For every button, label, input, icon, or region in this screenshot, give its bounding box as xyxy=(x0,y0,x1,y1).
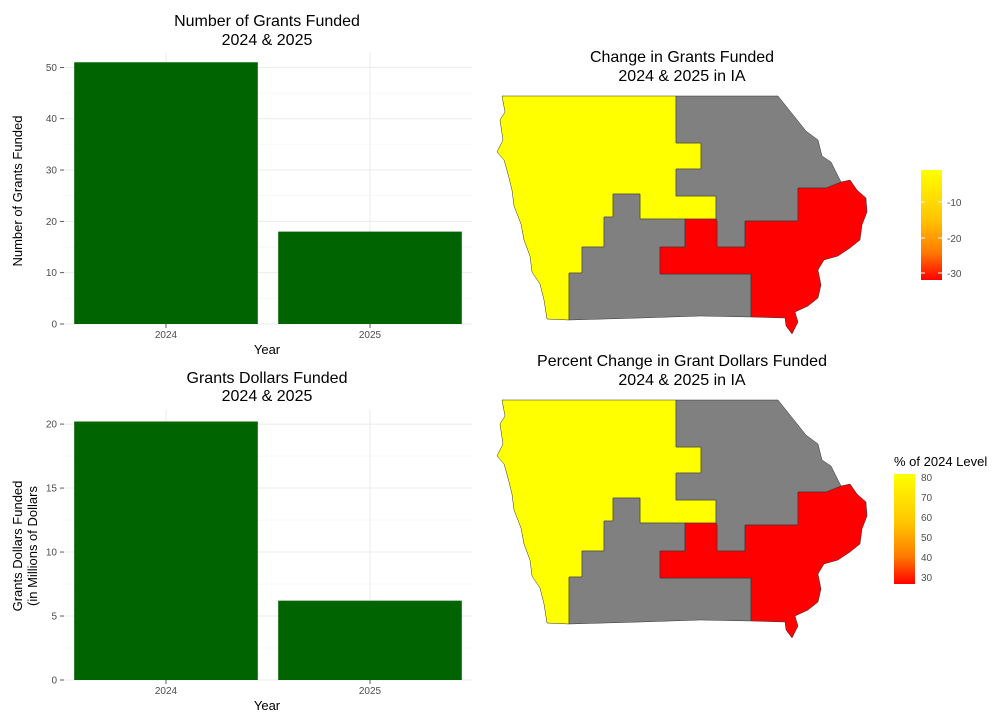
x-tick-label: 2025 xyxy=(359,330,382,341)
x-tick-label: 2024 xyxy=(155,330,178,341)
map-title-line1: Percent Change in Grant Dollars Funded xyxy=(537,353,827,370)
y-tick-label: 15 xyxy=(46,484,58,495)
chart-title-line2: 2024 & 2025 xyxy=(222,32,313,49)
legend-colorbar xyxy=(921,170,942,280)
y-tick-label: 50 xyxy=(46,63,58,74)
y-axis-title: Number of Grants Funded xyxy=(10,115,25,266)
x-tick-label: 2024 xyxy=(155,686,178,697)
chart-title-line1: Grants Dollars Funded xyxy=(187,370,348,387)
y-tick-label: 0 xyxy=(51,320,57,331)
iowa-map xyxy=(496,95,868,335)
y-tick-label: 0 xyxy=(51,676,57,687)
y-tick-label: 40 xyxy=(46,114,58,125)
legend-tick: 40 xyxy=(921,553,933,564)
bar-2024 xyxy=(74,62,258,324)
legend-colorbar xyxy=(894,474,915,584)
iowa-map xyxy=(496,399,868,639)
change-grants-map: Change in Grants Funded 2024 & 2025 in I… xyxy=(496,49,962,335)
map-title-line2: 2024 & 2025 in IA xyxy=(618,68,746,85)
plot-area: 0 5 10 15 20 2024 2025 xyxy=(46,410,472,697)
map-title-line2: 2024 & 2025 in IA xyxy=(618,372,746,389)
x-tick-label: 2025 xyxy=(359,686,382,697)
plot-area: 0 10 20 30 40 50 2024 2025 xyxy=(46,52,472,341)
legend-tick: 80 xyxy=(921,473,933,484)
grants-dollars-chart: Grants Dollars Funded 2024 & 2025 0 5 10 15… xyxy=(10,370,472,713)
y-tick-label: 10 xyxy=(46,268,58,279)
legend-tick: -30 xyxy=(947,269,962,280)
legend-tick: -20 xyxy=(947,234,962,245)
bar-2025 xyxy=(278,231,462,324)
legend-tick: 30 xyxy=(921,573,933,584)
y-tick-label: 20 xyxy=(46,217,58,228)
x-axis-title: Year xyxy=(254,698,281,713)
y-axis-title-line2: (in Millions of Dollars xyxy=(25,486,40,606)
chart-title-line1: Number of Grants Funded xyxy=(174,13,360,30)
legend-tick: 70 xyxy=(921,493,933,504)
bar-2025 xyxy=(278,600,462,680)
region-southeast xyxy=(659,483,868,639)
y-axis-title-line1: Grants Dollars Funded xyxy=(10,481,25,612)
chart-title-line2: 2024 & 2025 xyxy=(222,388,313,405)
map-title-line1: Change in Grants Funded xyxy=(590,49,774,66)
legend-tick: -10 xyxy=(947,198,962,209)
y-tick-label: 30 xyxy=(46,166,58,177)
legend-tick: 50 xyxy=(921,533,933,544)
legend-title: % of 2024 Level xyxy=(894,454,987,469)
region-southeast xyxy=(659,179,868,335)
legend: % of 2024 Level 80 70 60 50 40 30 xyxy=(894,454,987,584)
bar-2024 xyxy=(74,421,258,680)
x-axis-title: Year xyxy=(254,342,281,357)
y-tick-label: 5 xyxy=(51,612,57,623)
y-tick-label: 20 xyxy=(46,420,58,431)
percent-change-dollars-map: Percent Change in Grant Dollars Funded 2… xyxy=(496,353,987,639)
legend-tick: 60 xyxy=(921,513,933,524)
y-tick-label: 10 xyxy=(46,548,58,559)
legend: -10 -20 -30 xyxy=(921,170,962,280)
grants-count-chart: Number of Grants Funded 2024 & 2025 0 10 2… xyxy=(10,13,472,357)
